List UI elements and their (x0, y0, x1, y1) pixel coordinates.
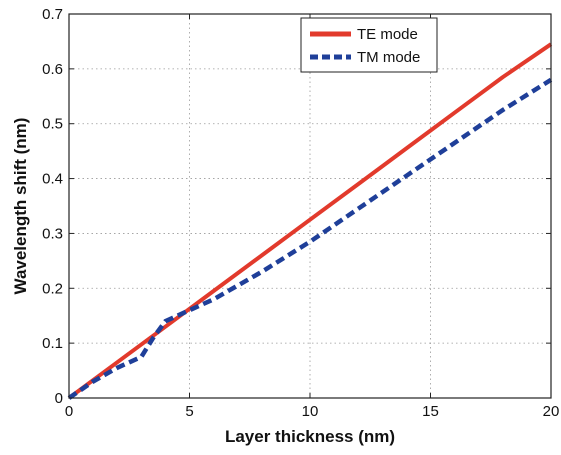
y-tick-label: 0.7 (42, 6, 63, 23)
x-tick-label: 5 (185, 403, 193, 420)
y-tick-label: 0.3 (42, 225, 63, 242)
y-tick-label: 0.6 (42, 61, 63, 78)
axis-ticks: 0 5 10 15 20 0 0.1 0.2 0.3 0.4 0.5 0.6 0.7 (42, 6, 559, 420)
x-axis-title: Layer thickness (nm) (225, 427, 395, 446)
x-tick-label: 0 (65, 403, 73, 420)
y-tick-label: 0.1 (42, 335, 63, 352)
y-tick-label: 0.5 (42, 116, 63, 133)
y-tick-label: 0.4 (42, 171, 63, 188)
x-tick-label: 20 (543, 403, 560, 420)
te-mode-series-line (67, 42, 553, 400)
x-tick-label: 10 (302, 403, 319, 420)
y-tick-label: 0.2 (42, 280, 63, 297)
y-tick-label: 0 (55, 390, 63, 407)
legend-label-te-mode: TE mode (357, 26, 418, 43)
x-tick-label: 15 (422, 403, 439, 420)
legend: TE mode TM mode (300, 17, 438, 73)
legend-box (300, 17, 438, 73)
legend-label-tm-mode: TM mode (357, 49, 420, 66)
grid (69, 14, 551, 398)
y-axis-title: Wavelength shift (nm) (11, 118, 30, 295)
plot-series (67, 42, 553, 400)
